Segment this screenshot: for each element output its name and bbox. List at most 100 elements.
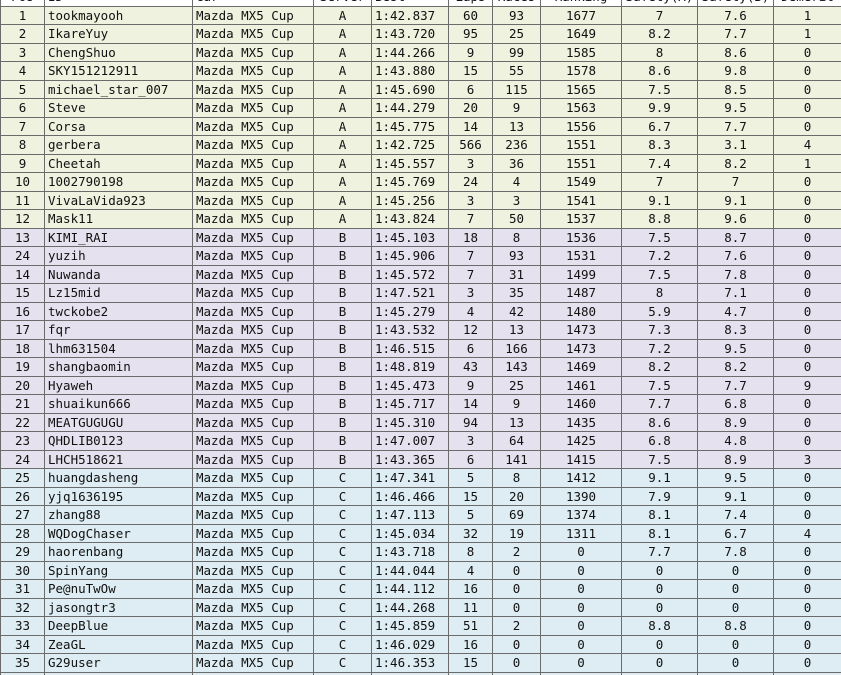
server-cell: C [313, 560, 372, 580]
demerit-cell: 0 [773, 246, 841, 266]
best-cell: 1:45.775 [371, 116, 449, 136]
id-cell: haorenbang [44, 542, 193, 562]
id-cell: IkareYuy [44, 24, 193, 44]
server-cell: A [313, 79, 372, 99]
demerit-cell: 3 [773, 449, 841, 469]
safety-b-cell: 9.6 [697, 209, 774, 229]
id-cell: gerbera [44, 135, 193, 155]
pos-cell: 22 [0, 412, 45, 432]
laps-cell: 9 [448, 375, 493, 395]
safety-a-cell: 7.9 [621, 486, 698, 506]
car-cell: Mazda MX5 Cup [192, 375, 314, 395]
safety-a-cell: 8.1 [621, 505, 698, 525]
pos-cell: 9 [0, 153, 45, 173]
safety-b-cell: 7.6 [697, 5, 774, 25]
races-cell: 31 [492, 264, 541, 284]
table-row: 32 jasongtr3 Mazda MX5 Cup C 1:44.268 11 0 0 0 0 0 [0, 597, 841, 617]
laps-cell: 32 [448, 523, 493, 543]
table-row: 15 Lz15mid Mazda MX5 Cup B 1:47.521 3 35 1487 8 7… [0, 283, 841, 303]
column-header: Safety(B) [697, 0, 774, 7]
table-row: 1 tookmayooh Mazda MX5 Cup A 1:42.837 60 93 167… [0, 5, 841, 25]
best-cell: 1:47.113 [371, 505, 449, 525]
demerit-cell: 0 [773, 264, 841, 284]
ranking-cell: 1374 [540, 505, 622, 525]
laps-cell: 3 [448, 190, 493, 210]
safety-a-cell: 7.5 [621, 375, 698, 395]
car-cell: Mazda MX5 Cup [192, 227, 314, 247]
car-cell: Mazda MX5 Cup [192, 412, 314, 432]
laps-cell: 8 [448, 542, 493, 562]
demerit-cell: 0 [773, 357, 841, 377]
id-cell: twckobe2 [44, 301, 193, 321]
car-cell: Mazda MX5 Cup [192, 135, 314, 155]
table-row: 26 yjq1636195 Mazda MX5 Cup C 1:46.466 15 20 13… [0, 486, 841, 506]
server-cell: B [313, 320, 372, 340]
pos-cell: 12 [0, 209, 45, 229]
laps-cell: 5 [448, 505, 493, 525]
safety-a-cell: 8.1 [621, 523, 698, 543]
table-row: 25 huangdasheng Mazda MX5 Cup C 1:47.341 5 8 14… [0, 468, 841, 488]
safety-a-cell: 7.3 [621, 320, 698, 340]
column-header: Races [492, 0, 541, 7]
table-row: 29 haorenbang Mazda MX5 Cup C 1:43.718 8 2 0 7.7… [0, 542, 841, 562]
best-cell: 1:45.557 [371, 153, 449, 173]
table-row: 3 ChengShuo Mazda MX5 Cup A 1:44.266 9 99 1585 8… [0, 42, 841, 62]
best-cell: 1:43.718 [371, 542, 449, 562]
pos-cell: 2 [0, 24, 45, 44]
safety-a-cell: 9.1 [621, 190, 698, 210]
pos-cell: 34 [0, 634, 45, 654]
safety-b-cell: 7.7 [697, 375, 774, 395]
safety-a-cell: 8 [621, 42, 698, 62]
laps-cell: 15 [448, 653, 493, 673]
demerit-cell: 0 [773, 542, 841, 562]
safety-a-cell: 9.1 [621, 468, 698, 488]
column-header: Safety(A) [621, 0, 698, 7]
server-cell: A [313, 61, 372, 81]
car-cell: Mazda MX5 Cup [192, 61, 314, 81]
pos-cell: 24 [0, 246, 45, 266]
best-cell: 1:45.859 [371, 616, 449, 636]
races-cell: 141 [492, 449, 541, 469]
car-cell: Mazda MX5 Cup [192, 283, 314, 303]
safety-a-cell: 0 [621, 560, 698, 580]
best-cell: 1:42.837 [371, 5, 449, 25]
car-cell: Mazda MX5 Cup [192, 79, 314, 99]
server-cell: A [313, 172, 372, 192]
id-cell: VivaLaVida923 [44, 190, 193, 210]
safety-b-cell: 7 [697, 172, 774, 192]
races-cell: 20 [492, 486, 541, 506]
server-cell: B [313, 375, 372, 395]
header-row: PosIDCarServerBestLapsRacesRankingSafety… [0, 0, 841, 7]
best-cell: 1:48.819 [371, 357, 449, 377]
laps-cell: 4 [448, 301, 493, 321]
id-cell: shangbaomin [44, 357, 193, 377]
laps-cell: 6 [448, 338, 493, 358]
safety-b-cell: 7.8 [697, 542, 774, 562]
demerit-cell: 0 [773, 172, 841, 192]
laps-cell: 566 [448, 135, 493, 155]
table-row: 36Josh230124Mazda MX5 CupC1:44.260920000… [0, 671, 841, 675]
ranking-cell: 0 [540, 634, 622, 654]
demerit-cell: 4 [773, 523, 841, 543]
races-cell: 2 [492, 542, 541, 562]
races-cell: 50 [492, 209, 541, 229]
id-cell: tookmayooh [44, 5, 193, 25]
server-cell: C [313, 468, 372, 488]
races-cell: 115 [492, 79, 541, 99]
safety-a-cell: 5.9 [621, 301, 698, 321]
safety-b-cell: 7.4 [697, 505, 774, 525]
server-cell: B [313, 283, 372, 303]
pos-cell: 24 [0, 449, 45, 469]
id-cell: lhm631504 [44, 338, 193, 358]
safety-b-cell: 6.7 [697, 523, 774, 543]
ranking-cell: 1585 [540, 42, 622, 62]
best-cell: 1:46.515 [371, 338, 449, 358]
races-cell: 13 [492, 320, 541, 340]
car-cell: Mazda MX5 Cup [192, 116, 314, 136]
id-cell: LHCH518621 [44, 449, 193, 469]
id-cell: KIMI_RAI [44, 227, 193, 247]
pos-cell: 26 [0, 486, 45, 506]
ranking-cell: 1412 [540, 468, 622, 488]
car-cell: Mazda MX5 Cup [192, 560, 314, 580]
